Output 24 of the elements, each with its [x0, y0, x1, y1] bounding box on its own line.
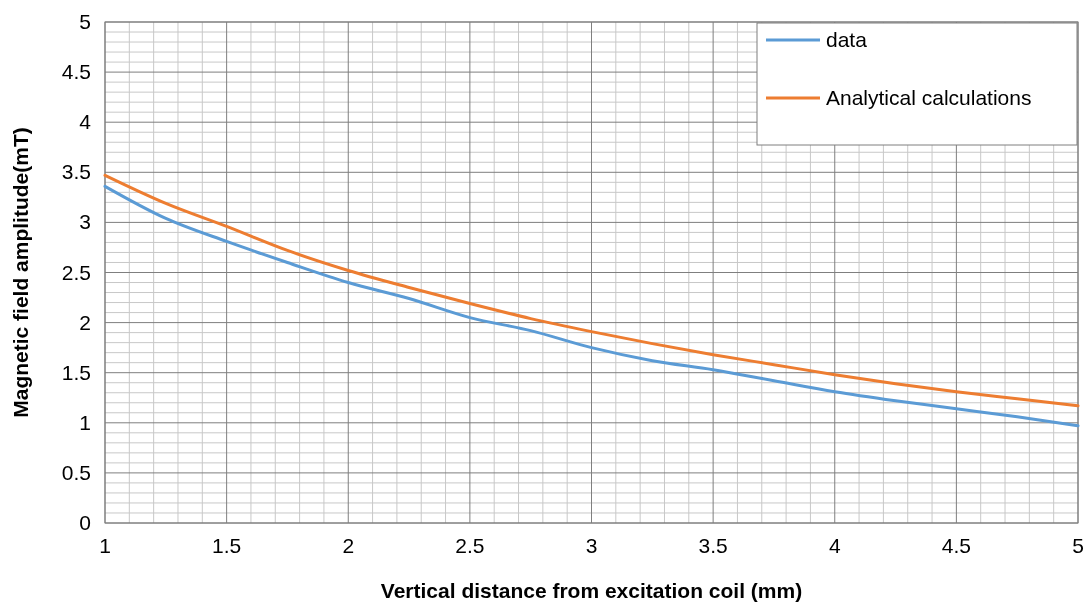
x-tick-label: 3.5 — [698, 534, 728, 557]
y-tick-label: 0 — [79, 511, 91, 534]
x-tick-label: 1.5 — [212, 534, 242, 557]
x-tick-label: 2 — [342, 534, 355, 557]
y-tick-label: 5 — [79, 10, 91, 33]
y-tick-label: 3.5 — [61, 160, 91, 184]
y-axis-title: Magnetic field amplitude(mT) — [9, 127, 32, 418]
y-tick-label: 1.5 — [61, 360, 91, 384]
y-tick-label: 3 — [79, 210, 91, 234]
x-tick-label: 2.5 — [455, 534, 485, 557]
legend-label: data — [826, 28, 868, 51]
y-tick-label: 0.5 — [61, 460, 91, 484]
y-tick-label: 4.5 — [61, 60, 91, 84]
y-tick-label: 2 — [79, 310, 91, 334]
x-tick-label: 3 — [585, 534, 598, 557]
x-axis-title: Vertical distance from excitation coil (mm) — [380, 579, 803, 602]
y-tick-label: 1 — [79, 410, 91, 434]
y-tick-label: 2.5 — [61, 260, 91, 284]
x-tick-label: 1 — [99, 534, 111, 557]
x-tick-label: 4.5 — [941, 534, 971, 557]
legend-label: Analytical calculations — [826, 86, 1032, 109]
x-tick-label: 4 — [828, 534, 841, 557]
y-tick-label: 4 — [79, 110, 92, 134]
x-tick-label: 5 — [1072, 534, 1084, 557]
